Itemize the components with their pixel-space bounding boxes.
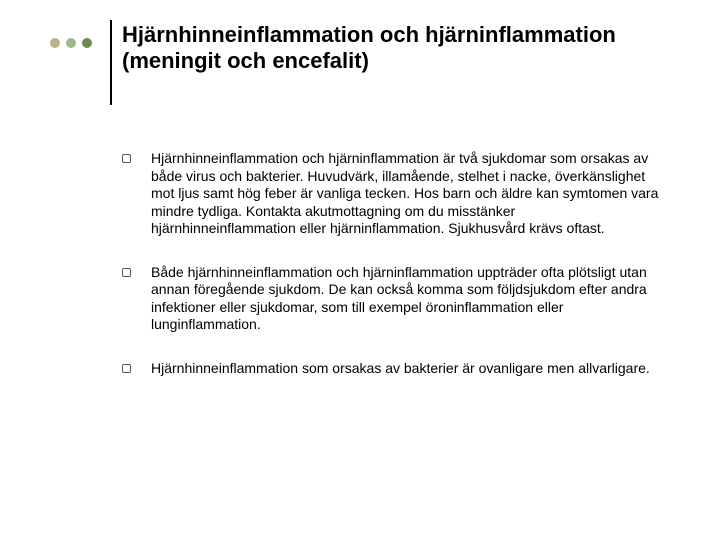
list-item-text: Hjärnhinneinflammation som orsakas av ba… bbox=[151, 360, 662, 378]
bullet-icon bbox=[122, 154, 131, 163]
list-item: Hjärnhinneinflammation som orsakas av ba… bbox=[122, 360, 662, 378]
bullet-icon bbox=[122, 268, 131, 277]
decor-dot-1 bbox=[50, 38, 60, 48]
slide: Hjärnhinneinflammation och hjärninflamma… bbox=[0, 0, 720, 540]
title-divider bbox=[110, 20, 112, 105]
list-item: Hjärnhinneinflammation och hjärninflamma… bbox=[122, 150, 662, 238]
list-item-text: Både hjärnhinneinflammation och hjärninf… bbox=[151, 264, 662, 334]
decor-dot-2 bbox=[66, 38, 76, 48]
bullet-icon bbox=[122, 364, 131, 373]
list-item-text: Hjärnhinneinflammation och hjärninflamma… bbox=[151, 150, 662, 238]
slide-title: Hjärnhinneinflammation och hjärninflamma… bbox=[122, 22, 672, 74]
list-item: Både hjärnhinneinflammation och hjärninf… bbox=[122, 264, 662, 334]
decor-dots bbox=[50, 38, 92, 48]
decor-dot-3 bbox=[82, 38, 92, 48]
slide-body: Hjärnhinneinflammation och hjärninflamma… bbox=[122, 150, 662, 403]
